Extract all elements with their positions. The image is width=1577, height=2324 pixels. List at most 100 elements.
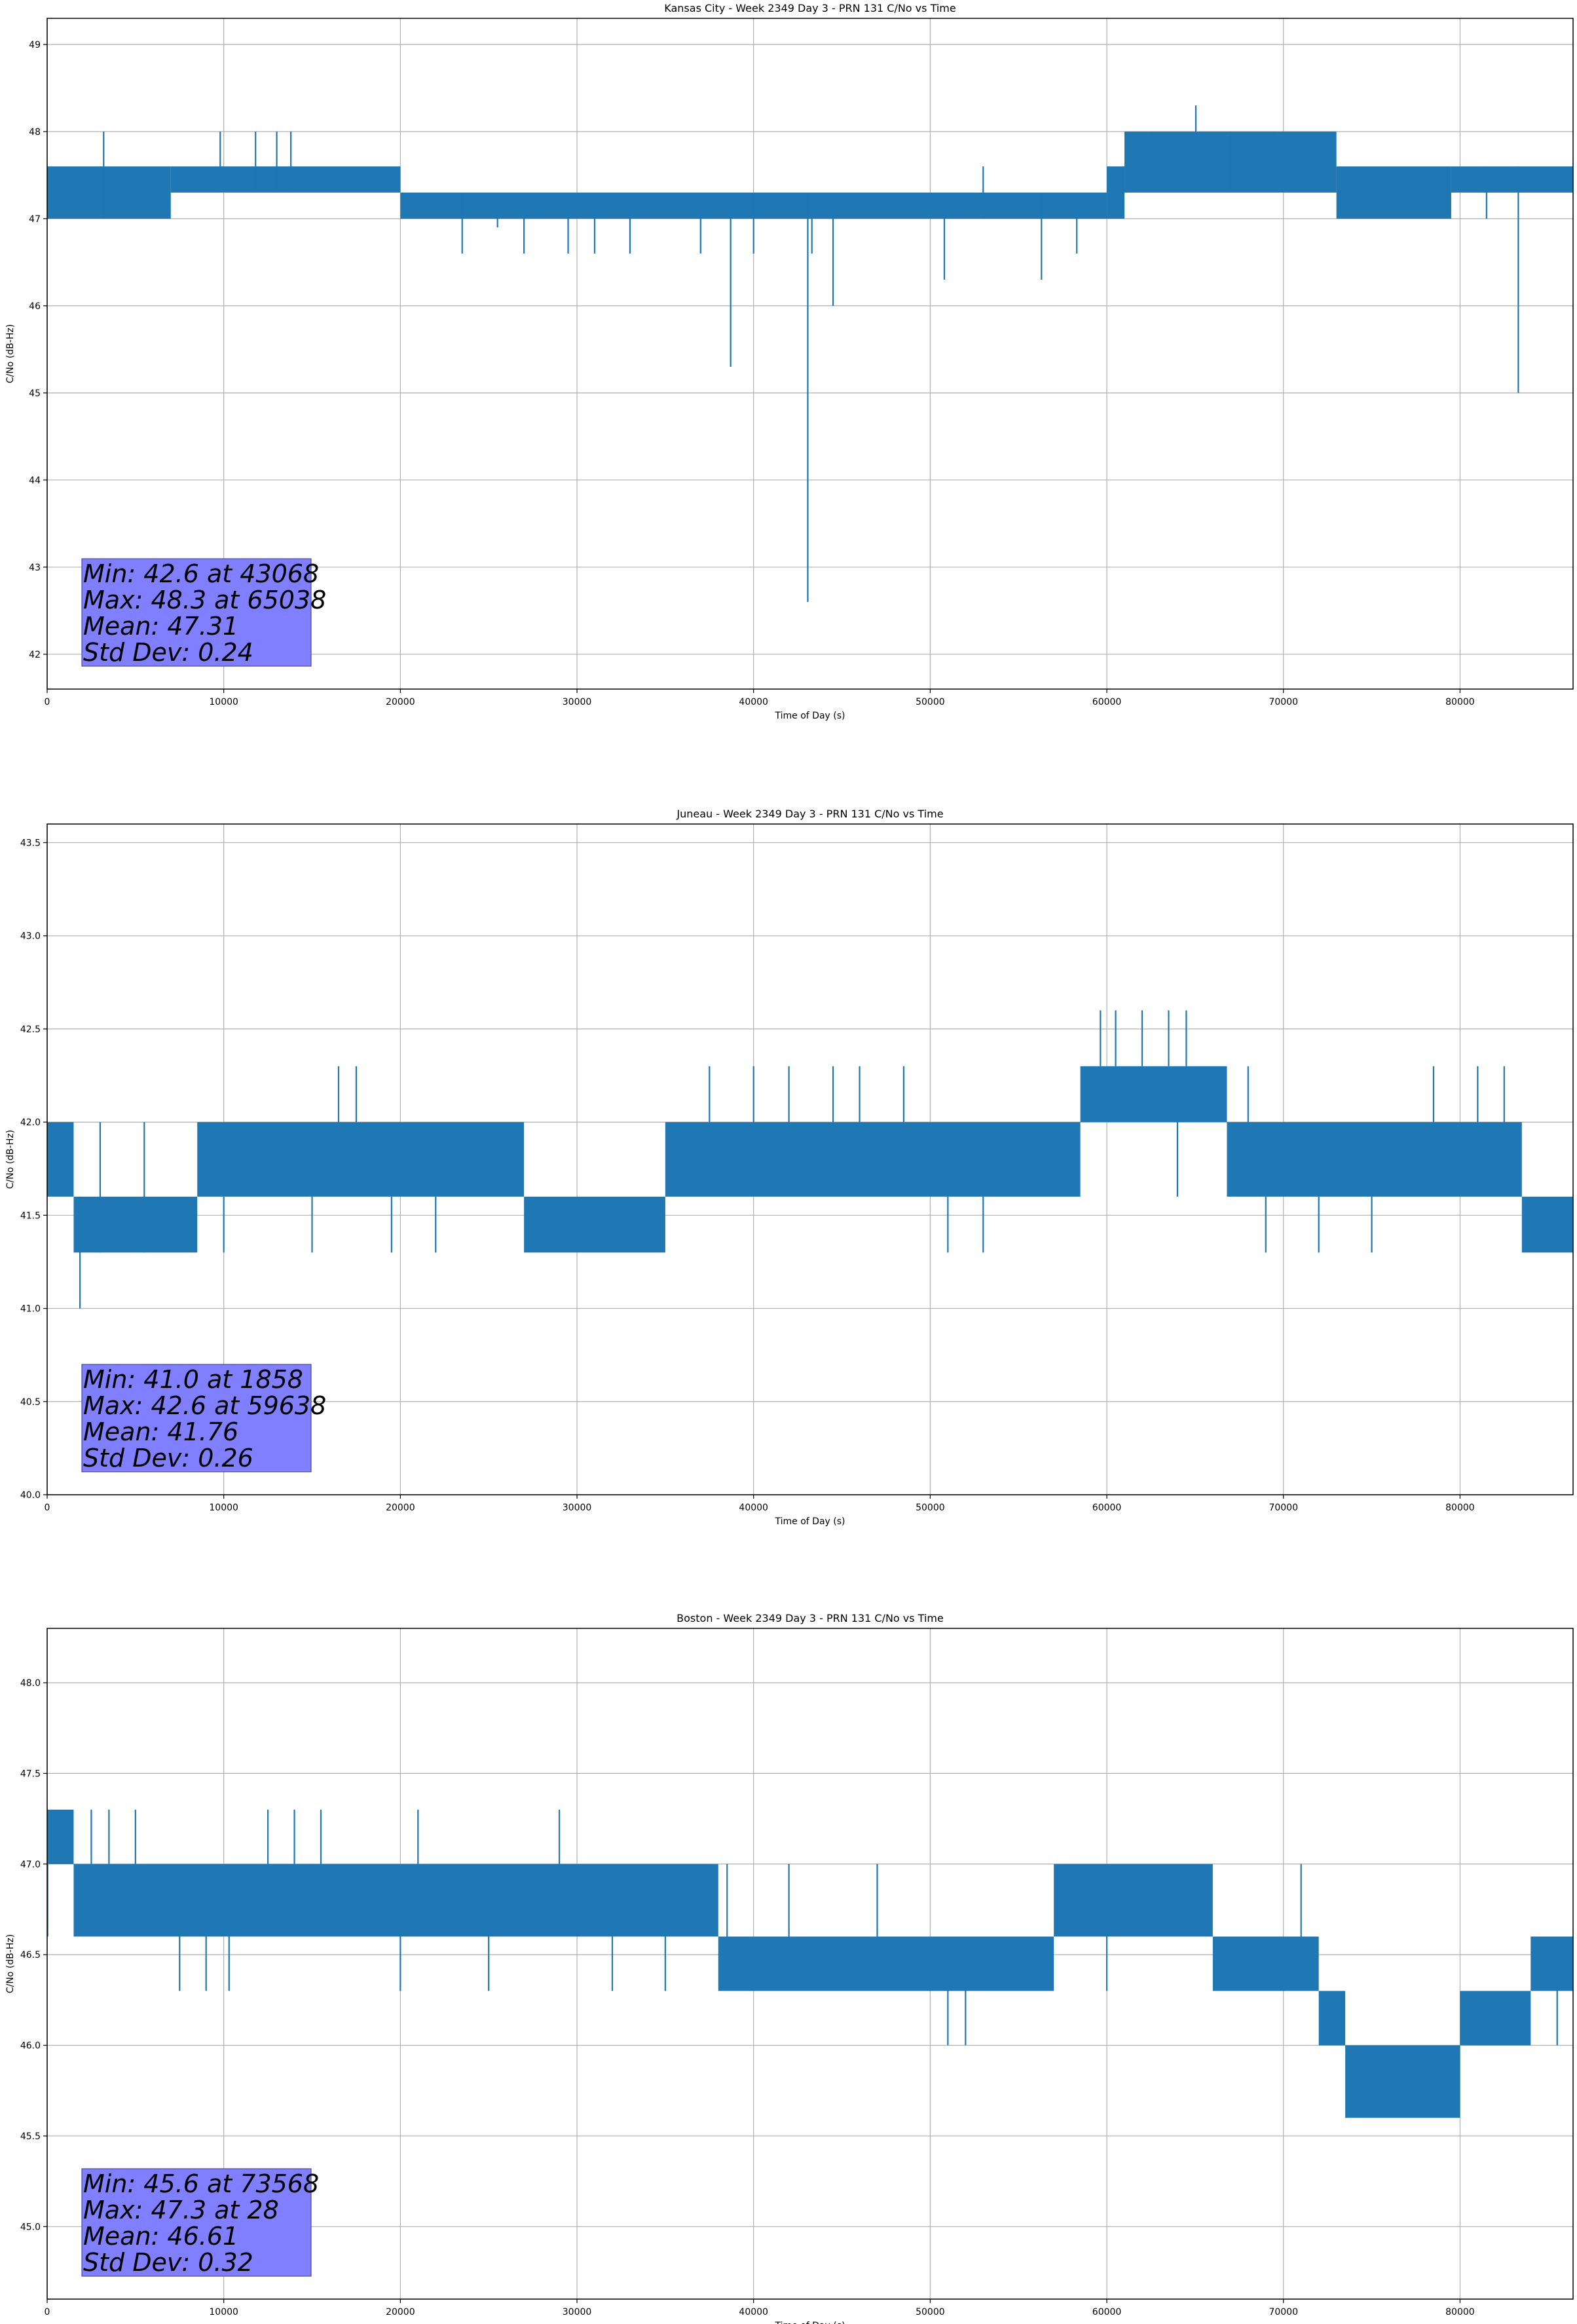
plot-frame — [46, 823, 1574, 1495]
x-tick-label: 60000 — [1092, 2307, 1122, 2317]
stats-line: Min: 41.0 at 1858 — [83, 1365, 303, 1394]
x-tick-label: 30000 — [563, 1503, 592, 1513]
data-series — [47, 1809, 1573, 2118]
x-axis-label: Time of Day (s) — [775, 711, 845, 721]
x-tick-label: 30000 — [563, 2307, 592, 2317]
stats-line: Max: 42.6 at 59638 — [83, 1391, 326, 1420]
x-tick-label: 40000 — [739, 697, 768, 707]
y-tick-label: 44 — [29, 476, 41, 486]
x-tick-label: 10000 — [209, 1503, 238, 1513]
stats-line: Std Dev: 0.32 — [83, 2248, 253, 2277]
data-series — [47, 1010, 1573, 1309]
stats-box — [81, 2168, 312, 2277]
x-tick-label: 80000 — [1445, 2307, 1475, 2317]
y-tick-label: 43.5 — [20, 838, 41, 848]
stats-line: Std Dev: 0.24 — [83, 638, 253, 667]
chart-3: Boston - Week 2349 Day 3 - PRN 131 C/No … — [5, 1612, 1574, 2324]
x-tick-label: 50000 — [916, 2307, 945, 2317]
x-tick-label: 0 — [45, 2307, 50, 2317]
y-tick-label: 41.5 — [20, 1210, 41, 1221]
x-axis-label: Time of Day (s) — [775, 1516, 845, 1527]
x-tick-label: 0 — [45, 1503, 50, 1513]
stats-line: Min: 42.6 at 43068 — [83, 559, 319, 588]
chart-1: Kansas City - Week 2349 Day 3 - PRN 131 … — [5, 2, 1574, 721]
y-axis-label: C/No (dB-Hz) — [5, 1934, 16, 1993]
chart-title: Boston - Week 2349 Day 3 - PRN 131 C/No … — [677, 1612, 944, 1624]
x-tick-label: 0 — [45, 697, 50, 707]
x-tick-label: 70000 — [1269, 1503, 1298, 1513]
x-tick-label: 80000 — [1445, 1503, 1475, 1513]
stats-line: Mean: 46.61 — [83, 2222, 238, 2251]
y-tick-label: 42.5 — [20, 1024, 41, 1035]
data-band — [1531, 1936, 1573, 1991]
chart-title: Juneau - Week 2349 Day 3 - PRN 131 C/No … — [676, 808, 943, 820]
plot-frame — [46, 18, 1574, 690]
chart-title: Kansas City - Week 2349 Day 3 - PRN 131 … — [664, 2, 955, 14]
x-tick-label: 60000 — [1092, 1503, 1122, 1513]
data-series — [47, 105, 1573, 603]
y-tick-label: 42.0 — [20, 1117, 41, 1128]
stats-box — [81, 558, 312, 667]
stats-line: Min: 45.6 at 73568 — [83, 2169, 319, 2198]
x-tick-label: 10000 — [209, 697, 238, 707]
x-tick-label: 50000 — [916, 697, 945, 707]
y-tick-label: 48 — [29, 127, 41, 138]
y-tick-label: 46 — [29, 301, 41, 312]
x-tick-label: 20000 — [386, 2307, 415, 2317]
y-tick-label: 43 — [29, 563, 41, 573]
y-axis-label: C/No (dB-Hz) — [5, 324, 16, 383]
data-band — [73, 1864, 718, 1937]
y-tick-label: 46.0 — [20, 2041, 41, 2052]
data-band — [718, 1936, 1054, 1991]
x-tick-label: 20000 — [386, 1503, 415, 1513]
x-tick-label: 50000 — [916, 1503, 945, 1513]
stats-line: Max: 48.3 at 65038 — [83, 586, 326, 614]
data-band — [47, 1809, 74, 1864]
data-band — [73, 1196, 198, 1253]
data-band — [1054, 1864, 1213, 1937]
x-tick-label: 80000 — [1445, 697, 1475, 707]
x-tick-label: 40000 — [739, 1503, 768, 1513]
data-band — [47, 166, 171, 219]
y-tick-label: 43.0 — [20, 931, 41, 942]
y-tick-label: 47 — [29, 214, 41, 225]
data-band — [197, 1122, 525, 1197]
x-axis-label: Time of Day (s) — [775, 2321, 845, 2324]
y-tick-label: 45.5 — [20, 2131, 41, 2142]
y-tick-label: 46.5 — [20, 1950, 41, 1960]
data-band — [1521, 1196, 1573, 1253]
y-tick-label: 42 — [29, 650, 41, 660]
chart-2: Juneau - Week 2349 Day 3 - PRN 131 C/No … — [5, 808, 1574, 1527]
stats-line: Max: 47.3 at 28 — [83, 2196, 279, 2224]
data-band — [1107, 166, 1125, 219]
y-tick-label: 41.0 — [20, 1304, 41, 1315]
data-band — [1318, 1991, 1346, 2046]
y-tick-label: 47.5 — [20, 1769, 41, 1779]
data-band — [1345, 2045, 1460, 2118]
y-tick-label: 40.5 — [20, 1397, 41, 1408]
y-axis-label: C/No (dB-Hz) — [5, 1130, 16, 1189]
data-band — [1212, 1936, 1319, 1991]
x-tick-label: 60000 — [1092, 697, 1122, 707]
data-band — [524, 1196, 665, 1253]
x-tick-label: 70000 — [1269, 2307, 1298, 2317]
x-tick-label: 70000 — [1269, 697, 1298, 707]
y-tick-label: 48.0 — [20, 1678, 41, 1689]
data-band — [1460, 1991, 1531, 2046]
data-band — [1336, 166, 1451, 219]
stats-box — [81, 1364, 312, 1472]
stats-line: Mean: 41.76 — [83, 1417, 238, 1446]
stats-line: Mean: 47.31 — [83, 612, 238, 641]
data-band — [665, 1122, 1081, 1197]
y-tick-label: 45.0 — [20, 2222, 41, 2232]
data-band — [47, 1122, 74, 1197]
y-tick-label: 47.0 — [20, 1860, 41, 1870]
data-band — [1227, 1122, 1522, 1197]
x-tick-label: 20000 — [386, 697, 415, 707]
data-band — [1451, 166, 1573, 193]
x-tick-label: 40000 — [739, 2307, 768, 2317]
y-tick-label: 40.0 — [20, 1490, 41, 1501]
data-band — [170, 166, 401, 193]
plot-frame — [46, 1628, 1574, 2300]
y-tick-label: 45 — [29, 388, 41, 399]
